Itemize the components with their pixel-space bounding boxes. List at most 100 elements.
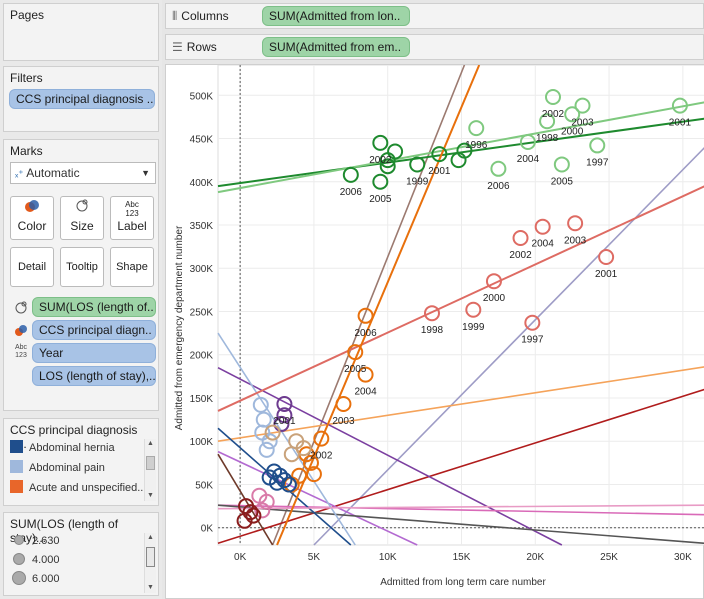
pages-title: Pages bbox=[10, 8, 45, 22]
legend-item-abdominal-hernia[interactable]: Abdominal hernia bbox=[10, 440, 115, 456]
marks-field-detail[interactable]: LOS (length of stay),.. bbox=[32, 366, 156, 386]
scroll-up-icon[interactable]: ▲ bbox=[147, 440, 154, 447]
point-label: 2005 bbox=[369, 194, 392, 205]
rows-icon: ☰ bbox=[172, 40, 183, 54]
data-point bbox=[313, 430, 330, 447]
data-point bbox=[335, 396, 352, 413]
scatter-chart[interactable]: 2006200220051999200120022003199820002001… bbox=[166, 64, 704, 599]
rows-shelf[interactable]: ☰ Rows SUM(Admitted from em.. bbox=[165, 34, 704, 60]
data-point bbox=[534, 218, 551, 235]
legend-item-abdominal-pain[interactable]: Abdominal pain bbox=[10, 460, 105, 476]
chevron-down-icon: ▼ bbox=[141, 168, 150, 178]
size-button[interactable]: Size bbox=[60, 196, 104, 240]
shape-button[interactable]: Shape bbox=[110, 247, 154, 287]
rows-shelf-label: ☰ Rows bbox=[172, 40, 217, 54]
columns-icon: ⦀ bbox=[172, 9, 178, 23]
marks-field-color[interactable]: CCS principal diagn.. bbox=[32, 320, 156, 340]
scroll-thumb[interactable] bbox=[146, 547, 155, 567]
data-point bbox=[490, 160, 507, 177]
legend-item-acute-unspecified[interactable]: Acute and unspecified... bbox=[10, 480, 146, 496]
data-point bbox=[342, 166, 359, 183]
color-field-icon bbox=[12, 323, 30, 340]
tooltip-button[interactable]: Tooltip bbox=[60, 247, 104, 287]
data-point bbox=[524, 314, 541, 331]
y-tick-label: 100K bbox=[190, 437, 214, 448]
detail-button-label: Detail bbox=[17, 261, 47, 273]
size-legend-label: 4.000 bbox=[32, 554, 60, 566]
size-legend-item[interactable]: 2.630 bbox=[12, 533, 60, 549]
data-point bbox=[258, 493, 275, 510]
legend-label: Abdominal pain bbox=[29, 462, 105, 474]
trend-line bbox=[313, 147, 704, 546]
columns-shelf[interactable]: ⦀ Columns SUM(Admitted from lon.. bbox=[165, 3, 704, 29]
mark-type-value: Automatic bbox=[26, 166, 80, 180]
color-legend-card: CCS principal diagnosis n... Abdominal h… bbox=[3, 418, 159, 506]
label-field-icon: Abc 123 bbox=[14, 344, 28, 359]
size-button-label: Size bbox=[70, 219, 94, 233]
legend-label: Acute and unspecified... bbox=[29, 482, 147, 494]
label-button[interactable]: Abc 123 Label bbox=[110, 196, 154, 240]
color-button[interactable]: Color bbox=[10, 196, 54, 240]
legend-swatch bbox=[10, 460, 23, 473]
size-legend-item[interactable]: 4.000 bbox=[12, 552, 60, 568]
axis-layer: 0K 5K 10K 15K 20K 25K 30K 0K 50K 100K 150K 200K 250K… bbox=[190, 91, 692, 563]
trend-line bbox=[276, 64, 481, 546]
data-point bbox=[423, 305, 440, 322]
data-point bbox=[564, 106, 581, 123]
filter-pill-ccs-diagnosis[interactable]: CCS principal diagnosis .. bbox=[9, 89, 155, 109]
data-point bbox=[264, 424, 281, 441]
point-label: 2002 bbox=[542, 109, 565, 120]
label-button-label: Label bbox=[117, 219, 147, 233]
color-icon bbox=[11, 197, 53, 219]
size-circle-medium-icon bbox=[13, 553, 25, 565]
size-field-icon bbox=[12, 300, 30, 317]
marks-field-year[interactable]: Year bbox=[32, 343, 156, 363]
label-icon: Abc 123 bbox=[125, 200, 139, 218]
point-label: 2002 bbox=[509, 250, 532, 261]
mark-type-dropdown[interactable]: ₓ⁺ Automatic ▼ bbox=[10, 162, 156, 184]
scroll-down-icon[interactable]: ▼ bbox=[147, 584, 154, 591]
size-circle-large-icon bbox=[12, 571, 26, 585]
point-label: 2003 bbox=[564, 235, 587, 246]
point-label: 2005 bbox=[344, 364, 367, 375]
data-point bbox=[671, 97, 688, 114]
data-point bbox=[276, 396, 293, 413]
point-label: 2002 bbox=[369, 155, 392, 166]
data-point bbox=[236, 512, 253, 529]
size-legend-label: 2.630 bbox=[32, 535, 60, 547]
data-point bbox=[553, 156, 570, 173]
legend-swatch bbox=[10, 480, 23, 493]
data-point bbox=[372, 134, 389, 151]
marks-field-size[interactable]: SUM(LOS (length of.. bbox=[32, 297, 156, 317]
point-label: 2003 bbox=[571, 118, 594, 129]
scroll-thumb[interactable] bbox=[146, 456, 155, 470]
y-tick-label: 300K bbox=[190, 264, 214, 275]
y-tick-label: 200K bbox=[190, 351, 214, 362]
point-label: 2004 bbox=[517, 154, 540, 165]
mark-type-icon: ₓ⁺ bbox=[15, 169, 24, 180]
trend-line bbox=[217, 504, 704, 544]
trend-line bbox=[217, 388, 704, 545]
point-label: 1996 bbox=[465, 140, 488, 151]
color-legend-scrollbar[interactable]: ▲ ▼ bbox=[144, 439, 156, 501]
y-tick-label: 150K bbox=[190, 394, 214, 405]
point-label: 2004 bbox=[532, 239, 555, 250]
trend-line bbox=[217, 504, 704, 516]
grid-layer bbox=[217, 64, 704, 546]
marks-title: Marks bbox=[10, 144, 43, 158]
size-legend-item[interactable]: 6.000 bbox=[12, 571, 60, 587]
size-legend-scrollbar[interactable]: ▲ ▼ bbox=[144, 533, 156, 593]
trend-line bbox=[217, 185, 704, 412]
data-point bbox=[347, 344, 364, 361]
scroll-down-icon[interactable]: ▼ bbox=[147, 492, 154, 499]
data-point bbox=[468, 120, 485, 137]
columns-pill[interactable]: SUM(Admitted from lon.. bbox=[262, 6, 410, 26]
detail-button[interactable]: Detail bbox=[10, 247, 54, 287]
chart-pane[interactable]: 2006 2002 2005 1999 2001 2002 2003 1998 2000 2001… bbox=[165, 64, 704, 599]
data-point bbox=[261, 469, 278, 486]
data-point bbox=[567, 215, 584, 232]
data-point bbox=[245, 507, 262, 524]
data-point bbox=[302, 454, 319, 471]
rows-pill[interactable]: SUM(Admitted from em.. bbox=[262, 37, 410, 57]
scroll-up-icon[interactable]: ▲ bbox=[147, 534, 154, 541]
